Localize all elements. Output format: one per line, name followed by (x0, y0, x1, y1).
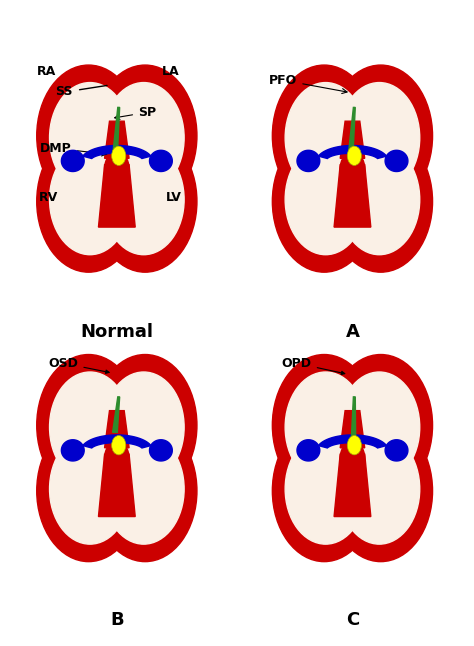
Polygon shape (83, 145, 151, 158)
Text: Normal: Normal (80, 323, 153, 341)
Circle shape (347, 435, 361, 455)
Circle shape (285, 433, 366, 544)
Polygon shape (334, 165, 371, 227)
Circle shape (36, 65, 140, 207)
Circle shape (103, 83, 184, 193)
Text: LA: LA (162, 65, 179, 78)
Polygon shape (348, 107, 356, 156)
Circle shape (112, 146, 126, 165)
Polygon shape (297, 151, 320, 172)
Polygon shape (149, 151, 173, 172)
Circle shape (50, 144, 130, 255)
Polygon shape (351, 397, 356, 445)
Polygon shape (319, 145, 386, 158)
Polygon shape (99, 454, 135, 517)
Circle shape (339, 144, 420, 255)
Circle shape (285, 372, 366, 483)
Polygon shape (105, 121, 129, 158)
Circle shape (339, 83, 420, 193)
Circle shape (339, 433, 420, 544)
Polygon shape (62, 440, 84, 461)
Circle shape (273, 65, 376, 207)
Polygon shape (99, 165, 135, 227)
Polygon shape (297, 440, 320, 461)
Circle shape (273, 130, 376, 272)
Text: B: B (110, 611, 124, 629)
Circle shape (93, 130, 197, 272)
Circle shape (103, 372, 184, 483)
Polygon shape (340, 121, 365, 158)
Text: LV: LV (166, 191, 182, 203)
Polygon shape (149, 440, 173, 461)
Circle shape (36, 355, 140, 496)
Circle shape (273, 355, 376, 496)
Polygon shape (319, 435, 386, 448)
Text: RA: RA (36, 65, 56, 78)
Polygon shape (83, 435, 151, 448)
Circle shape (329, 420, 433, 561)
Polygon shape (334, 454, 371, 517)
Circle shape (81, 409, 153, 507)
Circle shape (81, 120, 153, 218)
Circle shape (340, 441, 365, 475)
Circle shape (112, 435, 126, 455)
Text: DMP: DMP (40, 142, 107, 156)
Circle shape (285, 83, 366, 193)
Circle shape (36, 420, 140, 561)
Text: PFO: PFO (269, 74, 347, 94)
Circle shape (103, 144, 184, 255)
Circle shape (285, 144, 366, 255)
Circle shape (340, 152, 365, 185)
Circle shape (93, 420, 197, 561)
Circle shape (50, 372, 130, 483)
Text: C: C (346, 611, 359, 629)
Circle shape (105, 152, 129, 185)
Circle shape (347, 146, 361, 165)
Circle shape (317, 409, 388, 507)
Circle shape (317, 120, 388, 218)
Text: SP: SP (115, 106, 156, 120)
Circle shape (339, 372, 420, 483)
Polygon shape (105, 411, 129, 448)
Polygon shape (340, 411, 365, 448)
Circle shape (50, 83, 130, 193)
Text: A: A (346, 323, 359, 341)
Polygon shape (113, 397, 119, 432)
Circle shape (50, 433, 130, 544)
Circle shape (103, 433, 184, 544)
Polygon shape (385, 440, 408, 461)
Polygon shape (385, 151, 408, 172)
Polygon shape (113, 107, 119, 156)
Circle shape (105, 441, 129, 475)
Circle shape (329, 355, 433, 496)
Text: OPD: OPD (282, 357, 345, 375)
Circle shape (36, 130, 140, 272)
Text: OSD: OSD (48, 357, 109, 373)
Polygon shape (62, 151, 84, 172)
Circle shape (329, 130, 433, 272)
Text: SS: SS (55, 85, 73, 98)
Circle shape (273, 420, 376, 561)
Text: RV: RV (39, 191, 58, 203)
Circle shape (329, 65, 433, 207)
Circle shape (93, 65, 197, 207)
Circle shape (93, 355, 197, 496)
